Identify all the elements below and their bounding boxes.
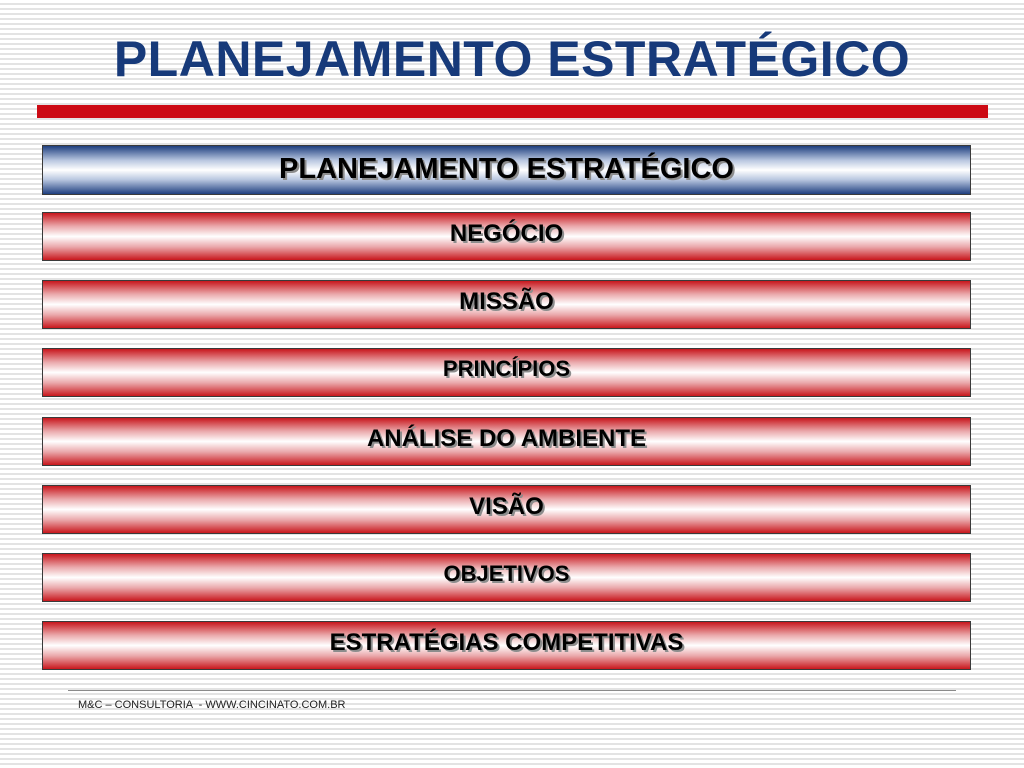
- step-label: NEGÓCIO: [449, 220, 564, 247]
- step-box-principios: PRINCÍPIOS: [42, 348, 971, 397]
- step-label: MISSÃO: [459, 288, 554, 315]
- step-box-visao: VISÃO: [42, 485, 971, 534]
- diagram-header-label: PLANEJAMENTO ESTRATÉGICO: [279, 153, 734, 185]
- step-label: ESTRATÉGIAS COMPETITIVAS: [329, 629, 684, 656]
- step-label: VISÃO: [469, 493, 544, 520]
- footer-text: M&C – CONSULTORIA - WWW.CINCINATO.COM.BR: [78, 699, 346, 711]
- step-label: ANÁLISE DO AMBIENTE: [366, 425, 647, 452]
- step-box-estrategias-competitivas: ESTRATÉGIAS COMPETITIVAS: [42, 621, 971, 670]
- step-label: OBJETIVOS: [443, 561, 570, 586]
- slide-title: PLANEJAMENTO ESTRATÉGICO: [113, 31, 911, 87]
- step-box-missao: MISSÃO: [42, 280, 971, 329]
- footer-divider: [68, 690, 956, 691]
- step-label: PRINCÍPIOS: [442, 356, 571, 381]
- diagram-header-box: PLANEJAMENTO ESTRATÉGICO: [42, 145, 971, 195]
- step-box-objetivos: OBJETIVOS: [42, 553, 971, 602]
- title-underline: [37, 105, 988, 118]
- step-box-analise-do-ambiente: ANÁLISE DO AMBIENTE: [42, 417, 971, 466]
- step-box-negocio: NEGÓCIO: [42, 212, 971, 261]
